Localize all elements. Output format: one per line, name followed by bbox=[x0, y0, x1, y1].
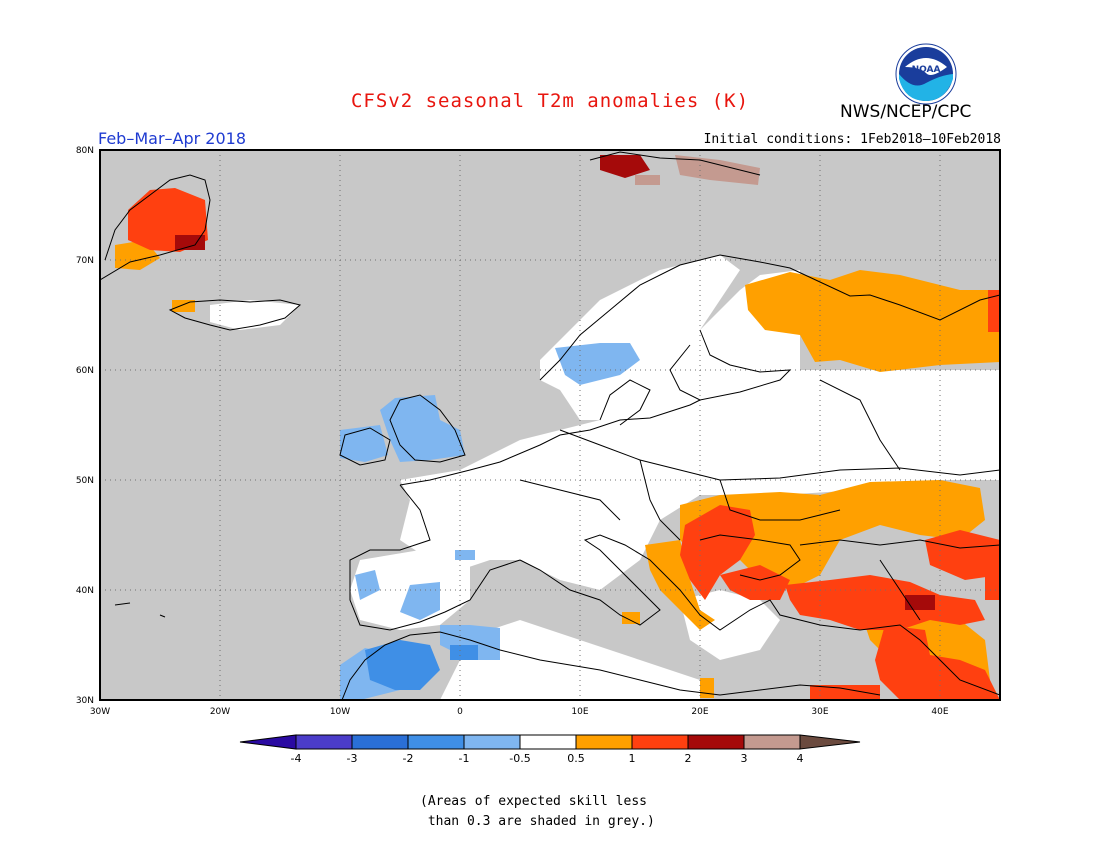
skill-footnote: (Areas of expected skill less than 0.3 a… bbox=[420, 794, 655, 829]
lon-tick-10e: 10E bbox=[571, 707, 588, 717]
positive-anomaly-0p5-1 bbox=[115, 240, 1000, 698]
colorbar-label-2: 2 bbox=[685, 752, 692, 765]
lon-tick-40e: 40E bbox=[931, 707, 948, 717]
colorbar-label-minus1: -1 bbox=[459, 752, 470, 765]
season-label: Feb–Mar–Apr 2018 bbox=[98, 129, 246, 148]
lon-tick-10w: 10W bbox=[330, 707, 350, 717]
colorbar-label-minus3: -3 bbox=[347, 752, 358, 765]
colorbar: -4 -3 -2 -1 -0.5 0.5 1 2 3 4 bbox=[239, 734, 861, 765]
colorbar-bin-1-2 bbox=[631, 734, 689, 750]
noaa-logo-text: NOAA bbox=[912, 65, 941, 75]
lat-tick-40n: 40N bbox=[76, 586, 94, 596]
colorbar-max-arrow bbox=[799, 734, 861, 750]
lat-tick-80n: 80N bbox=[76, 146, 94, 156]
positive-anomaly-3-4 bbox=[635, 155, 760, 185]
lat-tick-50n: 50N bbox=[76, 476, 94, 486]
lat-tick-labels: 30N 40N 50N 60N 70N 80N bbox=[76, 146, 94, 706]
lon-tick-30e: 30E bbox=[811, 707, 828, 717]
chart-title: CFSv2 seasonal T2m anomalies (K) bbox=[350, 90, 750, 112]
lon-tick-30w: 30W bbox=[90, 707, 110, 717]
colorbar-bin-0p5-1 bbox=[575, 734, 633, 750]
colorbar-bin-minus3-minus2 bbox=[351, 734, 409, 750]
lon-tick-20e: 20E bbox=[691, 707, 708, 717]
graticule bbox=[100, 150, 1000, 700]
colorbar-bin-minus2-minus1 bbox=[407, 734, 465, 750]
colorbar-label-minus2: -2 bbox=[403, 752, 414, 765]
colorbar-label-3: 3 bbox=[741, 752, 748, 765]
colorbar-label-4: 4 bbox=[797, 752, 804, 765]
lon-tick-0: 0 bbox=[457, 707, 463, 717]
map-frame bbox=[99, 149, 1001, 701]
lon-tick-labels: 30W 20W 10W 0 10E 20E 30E 40E bbox=[90, 707, 949, 717]
colorbar-label-0p5: 0.5 bbox=[567, 752, 585, 765]
colorbar-bin-3-4 bbox=[743, 734, 801, 750]
lat-tick-60n: 60N bbox=[76, 366, 94, 376]
initial-conditions-label: Initial conditions: 1Feb2018–10Feb2018 bbox=[703, 132, 1001, 147]
lon-tick-20w: 20W bbox=[210, 707, 230, 717]
coastlines bbox=[100, 151, 1000, 700]
colorbar-bin-minus4-minus3 bbox=[295, 734, 353, 750]
noaa-logo-icon: NOAA bbox=[895, 43, 957, 105]
colorbar-bin-minus1-minus0p5 bbox=[463, 734, 521, 750]
lat-tick-30n: 30N bbox=[76, 696, 94, 706]
colorbar-bin-2-3 bbox=[687, 734, 745, 750]
positive-anomaly-2-3 bbox=[175, 155, 935, 610]
colorbar-label-minus0p5: -0.5 bbox=[509, 752, 530, 765]
colorbar-min-arrow bbox=[239, 734, 297, 750]
organization-label: NWS/NCEP/CPC bbox=[840, 102, 972, 122]
colorbar-bin-neutral bbox=[519, 734, 577, 750]
lat-tick-70n: 70N bbox=[76, 256, 94, 266]
colorbar-label-minus4: -4 bbox=[291, 752, 302, 765]
colorbar-label-1: 1 bbox=[629, 752, 636, 765]
negative-anomaly-minus2-minus1 bbox=[365, 640, 478, 690]
